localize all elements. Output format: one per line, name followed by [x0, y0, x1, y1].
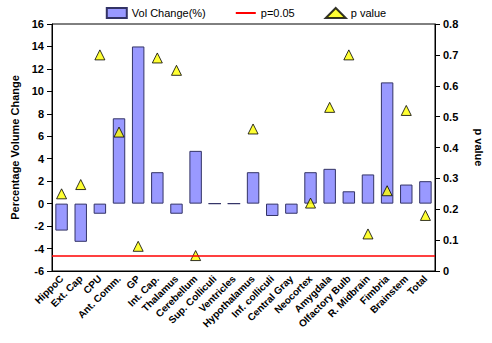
svg-text:Vol Change(%): Vol Change(%) [132, 7, 206, 19]
svg-text:Brainstem: Brainstem [368, 273, 410, 315]
svg-text:CPU: CPU [81, 273, 104, 296]
svg-text:Hypothalamus: Hypothalamus [200, 273, 257, 330]
svg-text:Neocortex: Neocortex [272, 273, 315, 316]
svg-text:Olfactory Bulb: Olfactory Bulb [296, 273, 353, 330]
svg-text:Ventricles: Ventricles [196, 273, 238, 315]
svg-text:0.8: 0.8 [443, 18, 458, 30]
svg-text:0: 0 [38, 198, 44, 210]
svg-text:Int. Cap.: Int. Cap. [125, 273, 162, 309]
svg-text:12: 12 [32, 63, 44, 75]
svg-text:Amygdala: Amygdala [292, 273, 334, 315]
svg-text:-6: -6 [34, 265, 44, 277]
svg-text:Central Gray: Central Gray [245, 273, 296, 324]
svg-text:0.4: 0.4 [443, 142, 459, 154]
svg-text:Thalamus: Thalamus [139, 273, 181, 314]
svg-text:Cerebellum: Cerebellum [153, 273, 200, 320]
svg-text:0: 0 [443, 265, 449, 277]
svg-text:0.3: 0.3 [443, 172, 458, 184]
svg-text:4: 4 [38, 153, 45, 165]
svg-text:0.1: 0.1 [443, 234, 458, 246]
svg-text:0.6: 0.6 [443, 80, 458, 92]
svg-text:2: 2 [38, 175, 44, 187]
svg-text:p value: p value [473, 129, 485, 167]
svg-text:p=0.05: p=0.05 [261, 7, 295, 19]
svg-text:-2: -2 [34, 220, 44, 232]
svg-text:Percentage Volume Change: Percentage Volume Change [9, 75, 21, 220]
svg-text:14: 14 [32, 40, 45, 52]
svg-text:HippoC: HippoC [32, 273, 66, 306]
svg-text:p value: p value [351, 7, 386, 19]
svg-text:GP: GP [124, 273, 143, 292]
svg-text:Ant. Comm.: Ant. Comm. [76, 273, 124, 321]
svg-text:Total: Total [405, 273, 429, 297]
svg-text:-4: -4 [34, 243, 45, 255]
svg-text:Fimbria: Fimbria [357, 273, 391, 307]
svg-text:Inf. colliculi: Inf. colliculi [229, 273, 277, 320]
svg-text:Ext. Cap: Ext. Cap [49, 273, 85, 309]
svg-text:16: 16 [32, 18, 44, 30]
svg-text:6: 6 [38, 130, 44, 142]
svg-text:0.7: 0.7 [443, 49, 458, 61]
svg-text:R. Midbrain: R. Midbrain [325, 273, 372, 320]
svg-text:0.2: 0.2 [443, 203, 458, 215]
svg-text:10: 10 [32, 85, 44, 97]
svg-text:8: 8 [38, 108, 44, 120]
svg-text:Sup. Colliculi: Sup. Colliculi [166, 273, 219, 326]
svg-text:0.5: 0.5 [443, 111, 458, 123]
